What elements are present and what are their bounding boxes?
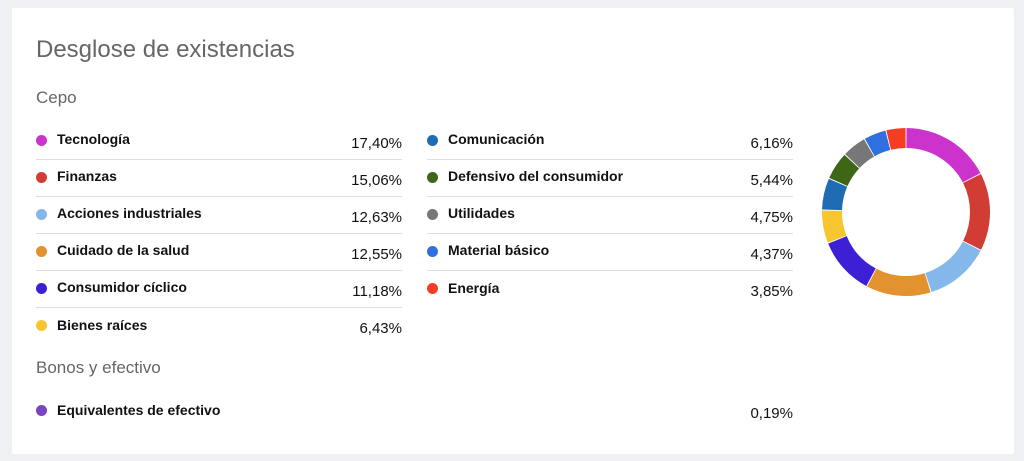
item-value: 12,55% <box>351 245 402 263</box>
cash-list: Equivalentes de efectivo 0,19% <box>36 393 793 430</box>
list-item: Defensivo del consumidor 5,44% <box>427 160 793 197</box>
item-value: 11,18% <box>352 282 402 300</box>
item-label: Material básico <box>448 242 550 258</box>
item-label: Acciones industriales <box>57 205 202 221</box>
item-label: Consumidor cíclico <box>57 279 187 295</box>
item-value: 6,43% <box>359 320 402 337</box>
item-label: Utilidades <box>448 205 515 221</box>
item-label: Defensivo del consumidor <box>448 168 624 184</box>
donut-slice <box>822 178 848 211</box>
item-label: Energía <box>448 279 500 296</box>
item-value: 0,19% <box>750 405 793 422</box>
donut-slice <box>864 130 891 157</box>
list-item: Material básico 4,37% <box>427 234 793 271</box>
list-item: Comunicación 6,16% <box>427 123 793 160</box>
donut-slice <box>845 139 875 168</box>
list-item: Bienes raíces 6,43% <box>36 308 402 345</box>
list-item: Consumidor cíclico 11,18% <box>36 271 402 308</box>
item-value: 3,85% <box>750 283 793 300</box>
legend-dot <box>36 282 47 294</box>
donut-slice <box>925 241 981 293</box>
equity-list-left: Tecnología 17,40% Finanzas 15,06% Acciones i… <box>36 123 402 345</box>
legend-dot <box>427 134 438 146</box>
item-label: Cuidado de la salud <box>57 242 190 258</box>
list-item-cash: Equivalentes de efectivo 0,19% <box>36 393 793 430</box>
donut-slice <box>828 236 876 287</box>
item-label: Equivalentes de efectivo <box>57 401 221 418</box>
item-value: 15,06% <box>351 171 402 189</box>
list-item: Acciones industriales 12,63% <box>36 197 402 234</box>
legend-dot <box>36 245 47 257</box>
item-label: Bienes raíces <box>57 316 148 333</box>
donut-slice <box>829 154 860 187</box>
item-label: Tecnología <box>57 131 130 147</box>
legend-dot <box>36 405 47 416</box>
donut-slice <box>886 128 906 150</box>
legend-dot <box>36 171 47 183</box>
item-value: 6,16% <box>750 134 793 152</box>
list-item: Utilidades 4,75% <box>427 197 793 234</box>
legend-dot <box>36 208 47 220</box>
legend-dot <box>36 320 47 331</box>
item-label: Finanzas <box>57 168 117 184</box>
item-label: Comunicación <box>448 131 545 147</box>
item-value: 17,40% <box>351 134 402 152</box>
section-equity-heading: Cepo <box>36 88 77 107</box>
item-value: 4,37% <box>750 245 793 263</box>
legend-dot <box>427 283 438 294</box>
equity-list-right: Comunicación 6,16% Defensivo del consumido… <box>427 123 793 308</box>
donut-slice <box>822 210 847 243</box>
item-value: 4,75% <box>750 208 793 226</box>
donut-slice <box>867 268 931 296</box>
item-value: 5,44% <box>750 171 793 189</box>
card-title: Desglose de existencias <box>36 36 295 63</box>
legend-dot <box>427 245 438 257</box>
list-item: Tecnología 17,40% <box>36 123 402 160</box>
item-value: 12,63% <box>351 208 402 226</box>
list-item: Energía 3,85% <box>427 271 793 308</box>
legend-dot <box>427 171 438 183</box>
donut-slice <box>963 173 990 250</box>
legend-dot <box>36 134 47 146</box>
sector-donut-chart <box>822 128 990 296</box>
legend-dot <box>427 208 438 220</box>
list-item: Cuidado de la salud 12,55% <box>36 234 402 271</box>
list-item: Finanzas 15,06% <box>36 160 402 197</box>
donut-slice <box>906 128 981 183</box>
section-bonds-heading: Bonos y efectivo <box>36 358 161 377</box>
holdings-breakdown-card: Desglose de existencias Cepo Tecnología 1… <box>12 8 1014 454</box>
